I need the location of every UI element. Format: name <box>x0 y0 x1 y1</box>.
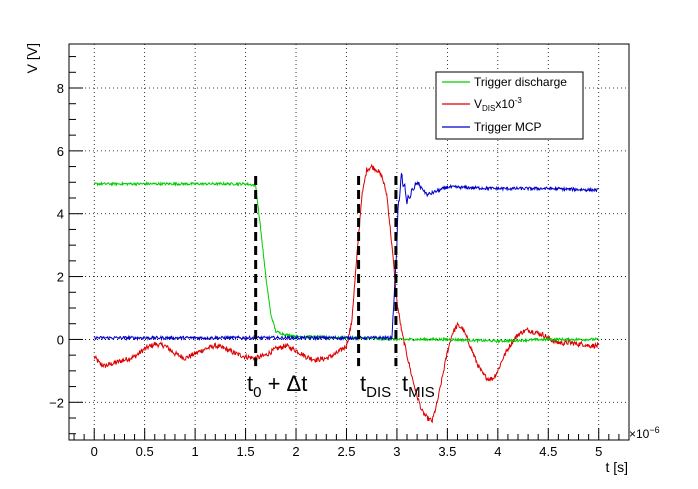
series-vdis <box>93 163 600 424</box>
y-axis-title: V [V] <box>24 43 40 73</box>
legend-label-trigger-discharge: Trigger discharge <box>474 75 567 89</box>
annotation-t0-dt: t0 + Δt <box>247 371 307 401</box>
x-tick-label: 4.5 <box>539 444 557 459</box>
axis-labels: 0 0.5 1 1.5 2 2.5 3 3.5 4 4.5 5 −2 0 2 4 6 8 <box>49 81 602 459</box>
x-multiplier-base: ×10 <box>629 427 650 441</box>
x-tick-label: 0 <box>91 444 98 459</box>
y-tick-label: 6 <box>57 144 64 159</box>
y-tick-label: −2 <box>49 395 64 410</box>
x-tick-label: 5 <box>595 444 602 459</box>
y-tick-label: 2 <box>57 270 64 285</box>
y-tick-label: 8 <box>57 81 64 96</box>
legend-vdis-sub: DIS <box>482 104 495 113</box>
x-tick-label: 2 <box>292 444 299 459</box>
marker-layer <box>254 176 398 367</box>
legend-vdis-main: V <box>474 97 482 111</box>
x-tick-label: 3.5 <box>438 444 456 459</box>
legend-label-trigger-mcp: Trigger MCP <box>474 120 542 134</box>
legend-vdis-sup: -3 <box>515 96 523 105</box>
plot-frame <box>68 43 630 441</box>
series-layer <box>93 163 600 424</box>
annotation-t0-sub: 0 <box>253 384 261 401</box>
y-tick-label: 4 <box>57 207 64 222</box>
y-tick-label: 0 <box>57 332 64 347</box>
annotation-tmis-main: t <box>402 371 408 396</box>
x-axis-title: t [s] <box>605 459 628 475</box>
legend-box <box>435 71 584 140</box>
annotation-tdis-main: t <box>360 371 366 396</box>
annotation-t0-main: t <box>247 371 253 396</box>
legend-label-vdis: VDISx10-3 <box>474 96 522 113</box>
axis-ticks <box>69 56 630 440</box>
x-axis-multiplier: ×10−6 <box>629 425 660 441</box>
annotation-tmis: tMIS <box>402 371 435 401</box>
series-trigger-mcp <box>94 172 599 342</box>
annotation-t0-rest: + Δt <box>261 371 307 396</box>
annotation-tdis: tDIS <box>360 371 391 401</box>
annotations: t0 + Δt tDIS tMIS <box>247 371 435 401</box>
x-multiplier-exp: −6 <box>649 425 659 435</box>
x-tick-label: 3 <box>393 444 400 459</box>
legend-vdis-suffix: x10 <box>495 97 515 111</box>
x-tick-label: 1 <box>192 444 199 459</box>
x-tick-label: 0.5 <box>136 444 154 459</box>
x-tick-label: 4 <box>494 444 501 459</box>
annotation-tmis-sub: MIS <box>408 384 435 401</box>
x-tick-label: 2.5 <box>337 444 355 459</box>
legend: Trigger discharge VDISx10-3 Trigger MCP <box>435 71 584 140</box>
annotation-tdis-sub: DIS <box>366 384 391 401</box>
x-tick-label: 1.5 <box>237 444 255 459</box>
